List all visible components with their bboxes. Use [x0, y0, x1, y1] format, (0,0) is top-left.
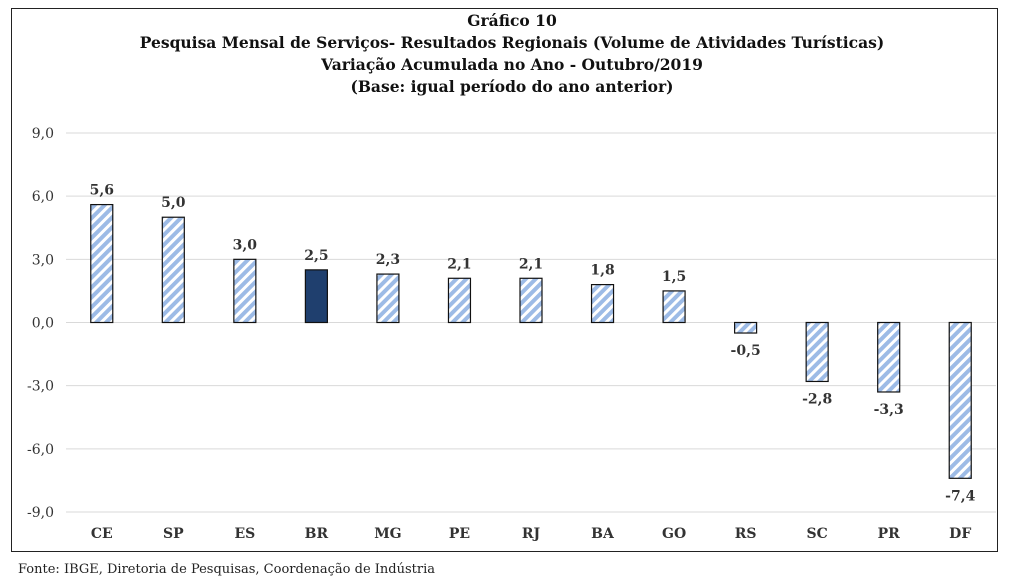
- bar-pe: [447, 277, 472, 324]
- bar-br: [304, 269, 328, 324]
- value-label: -2,8: [802, 391, 832, 407]
- y-tick-label: 9,0: [32, 126, 54, 142]
- bar-sp: [161, 216, 185, 324]
- value-label: 3,0: [233, 237, 258, 253]
- value-labels: 5,6 5,0 3,0 2,5 2,3 2,1 2,1 1,8 1,5 -0,5 -2,8 -3,3 -…: [90, 183, 976, 505]
- value-label: -7,4: [945, 488, 975, 504]
- chart-title-line-2: Pesquisa Mensal de Serviços- Resultados …: [139, 33, 885, 52]
- y-tick-label: -6,0: [27, 442, 54, 458]
- x-category-label: BR: [305, 526, 329, 542]
- y-axis-tick-labels: 9,0 6,0 3,0 0,0 -3,0 -6,0 -9,0: [27, 126, 54, 521]
- bar-go: [662, 290, 686, 324]
- x-category-label: RJ: [522, 526, 541, 542]
- chart-title-block: Gráfico 10 Pesquisa Mensal de Serviços- …: [0, 10, 1024, 98]
- x-category-label: GO: [662, 526, 686, 542]
- x-category-label: BA: [591, 526, 615, 542]
- y-tick-label: 6,0: [32, 189, 54, 205]
- bar-ce: [90, 203, 114, 324]
- x-category-label: SC: [807, 526, 828, 542]
- x-category-label: PE: [449, 526, 470, 542]
- x-category-label: DF: [949, 526, 971, 542]
- value-label: 1,5: [662, 269, 686, 285]
- value-label: 5,6: [90, 183, 114, 199]
- x-category-label: RS: [735, 526, 757, 542]
- bar-rj: [519, 277, 543, 324]
- y-tick-label: -3,0: [27, 379, 54, 395]
- x-category-label: PR: [878, 526, 901, 542]
- x-category-label: CE: [91, 526, 113, 542]
- y-tick-label: -9,0: [27, 505, 54, 521]
- bar-df: [948, 321, 972, 479]
- bar-mg: [376, 273, 400, 324]
- x-category-label: SP: [163, 526, 184, 542]
- bar-es: [233, 258, 257, 324]
- bar-pr: [877, 321, 901, 393]
- value-label: -0,5: [731, 343, 761, 359]
- chart-title-line-4: (Base: igual período do ano anterior): [350, 77, 674, 96]
- x-axis-category-labels: CE SP ES BR MG PE RJ BA GO RS SC PR DF: [91, 526, 971, 542]
- x-category-label: MG: [374, 526, 401, 542]
- value-label: 2,3: [376, 252, 400, 268]
- bars: [90, 203, 972, 479]
- bar-rs: [734, 321, 758, 334]
- value-label: -3,3: [874, 402, 904, 418]
- x-category-label: ES: [234, 526, 255, 542]
- bar-ba: [590, 284, 615, 324]
- value-label: 2,1: [519, 256, 543, 272]
- chart-title-line-1: Gráfico 10: [467, 11, 557, 30]
- value-label: 2,5: [304, 248, 328, 264]
- source-note: Fonte: IBGE, Diretoria de Pesquisas, Coo…: [18, 562, 435, 577]
- y-tick-label: 3,0: [32, 252, 54, 268]
- chart-title-line-3: Variação Acumulada no Ano - Outubro/2019: [321, 55, 703, 74]
- grid-lines: [66, 132, 996, 513]
- value-label: 2,1: [447, 256, 471, 272]
- value-label: 5,0: [161, 195, 186, 211]
- bar-sc: [805, 321, 829, 383]
- value-label: 1,8: [590, 263, 614, 279]
- y-tick-label: 0,0: [32, 316, 54, 332]
